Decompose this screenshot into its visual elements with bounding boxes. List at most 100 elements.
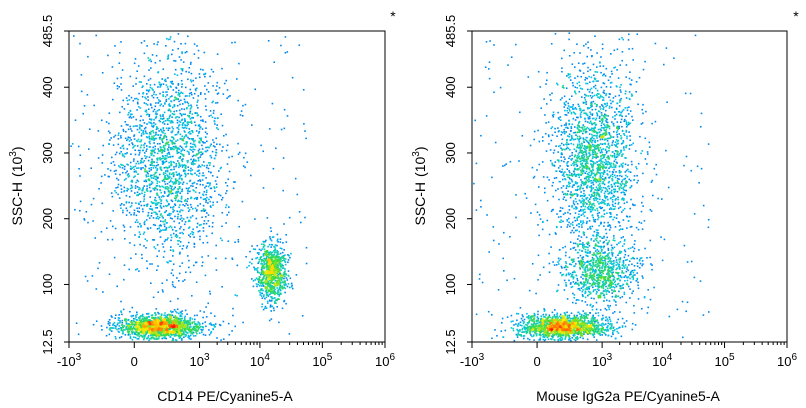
event-dot — [100, 182, 102, 184]
event-dot — [605, 129, 607, 131]
event-dot — [601, 143, 604, 145]
event-dot — [120, 41, 122, 43]
event-dot — [176, 148, 179, 150]
event-dot — [175, 339, 178, 342]
event-dot — [209, 196, 212, 198]
event-dot — [169, 318, 172, 321]
event-dot — [560, 187, 563, 189]
event-dot — [178, 182, 181, 184]
event-dot — [596, 193, 599, 195]
event-dot — [143, 222, 146, 224]
event-dot — [268, 258, 270, 260]
event-dot — [234, 325, 236, 328]
event-dot — [134, 318, 136, 320]
event-dot — [208, 333, 211, 336]
event-dot — [126, 209, 129, 212]
event-dot — [155, 115, 158, 118]
event-dot — [150, 215, 153, 217]
event-dot — [282, 267, 285, 269]
event-dot — [285, 241, 288, 243]
event-dot — [136, 109, 138, 111]
event-dot — [191, 295, 193, 297]
event-dot — [272, 297, 275, 300]
event-dot — [183, 108, 186, 111]
event-dot — [133, 209, 136, 212]
event-dot — [276, 240, 279, 242]
event-dot — [190, 162, 193, 164]
event-dot — [188, 336, 191, 338]
event-dot — [180, 177, 183, 180]
event-dot — [231, 41, 233, 44]
event-dot — [180, 153, 183, 155]
event-dot — [199, 238, 201, 241]
event-dot — [564, 212, 566, 214]
event-dot — [227, 240, 230, 242]
event-dot — [274, 259, 276, 262]
event-dot — [278, 256, 280, 258]
event-dot — [144, 142, 146, 145]
event-dot — [212, 215, 215, 217]
event-dot — [170, 272, 173, 274]
event-dot — [283, 108, 286, 111]
event-dot — [205, 109, 208, 111]
event-dot — [125, 97, 128, 99]
event-dot — [175, 147, 177, 149]
event-dot — [75, 322, 78, 324]
event-dot — [213, 315, 216, 317]
event-dot — [131, 331, 133, 333]
event-dot — [590, 76, 593, 79]
event-dot — [194, 145, 197, 148]
event-dot — [215, 89, 217, 91]
event-dot — [136, 321, 139, 324]
event-dot — [135, 321, 137, 324]
event-dot — [173, 173, 175, 176]
event-dot — [149, 103, 152, 105]
event-dot — [168, 328, 170, 331]
event-dot — [177, 200, 179, 203]
event-dot — [187, 105, 190, 107]
event-dot — [175, 197, 177, 200]
event-dot — [190, 167, 192, 170]
event-dot — [155, 128, 158, 131]
event-dot — [163, 123, 166, 125]
event-dot — [176, 74, 179, 76]
event-dot — [165, 84, 168, 86]
event-dot — [564, 171, 566, 173]
event-dot — [109, 329, 112, 331]
event-dot — [207, 214, 210, 216]
event-dot — [147, 57, 150, 59]
event-dot — [150, 336, 152, 339]
event-dot — [139, 326, 142, 328]
event-dot — [138, 319, 141, 321]
event-dot — [153, 122, 155, 124]
event-dot — [187, 334, 190, 337]
event-dot — [122, 128, 125, 131]
event-dot — [159, 104, 161, 107]
event-dot — [189, 148, 191, 151]
event-dot — [190, 138, 193, 140]
event-dot — [153, 83, 156, 86]
event-dot — [216, 117, 219, 120]
event-dot — [146, 337, 149, 339]
event-dot — [156, 152, 159, 155]
event-dot — [113, 256, 116, 259]
event-dot — [166, 141, 168, 144]
event-dot — [271, 265, 273, 267]
event-dot — [193, 181, 196, 184]
event-dot — [130, 320, 133, 322]
event-dot — [204, 131, 207, 133]
event-dot — [149, 227, 152, 229]
event-dot — [580, 160, 582, 162]
event-dot — [613, 144, 616, 146]
event-dot — [145, 247, 147, 249]
event-dot — [276, 266, 279, 269]
event-dot — [607, 181, 610, 184]
event-dot — [260, 273, 262, 276]
event-dot — [576, 146, 578, 149]
event-dot — [188, 71, 190, 74]
event-dot — [149, 338, 151, 340]
event-dot — [136, 194, 138, 197]
event-dot — [168, 326, 171, 329]
event-dot — [571, 224, 574, 226]
event-dot — [642, 172, 644, 175]
